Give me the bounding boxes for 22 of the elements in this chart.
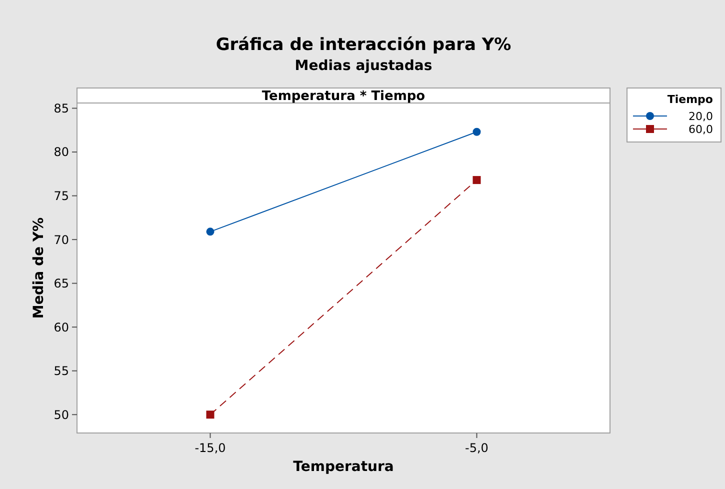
point [472,176,481,184]
y-tick-label: 50 [54,408,69,422]
y-tick-label: 65 [54,276,69,291]
y-tick-label: 55 [54,364,69,378]
chart-subtitle: Medias ajustadas [294,58,432,74]
x-axis-title: Temperatura [293,459,394,475]
chart-title: Gráfica de interacción para Y% [216,35,512,55]
annotation: Temperatura * Tiempo [262,89,426,104]
legend-label: 60,0 [688,122,713,136]
y-axis-title: Media de Y% [31,217,47,319]
y-tick-label: 80 [54,145,69,160]
point [206,410,214,419]
x-tick-label: -15,0 [194,441,226,455]
x-tick-label: -5,0 [465,441,488,455]
legend-title: Tiempo [667,93,714,106]
point [472,128,481,136]
y-tick-label: 70 [54,232,69,247]
y-tick-label: 60 [54,320,69,334]
point [206,228,214,236]
y-tick-label: 75 [54,188,69,203]
legend-label: 20,0 [688,110,713,123]
y-tick-label: 85 [54,101,69,116]
